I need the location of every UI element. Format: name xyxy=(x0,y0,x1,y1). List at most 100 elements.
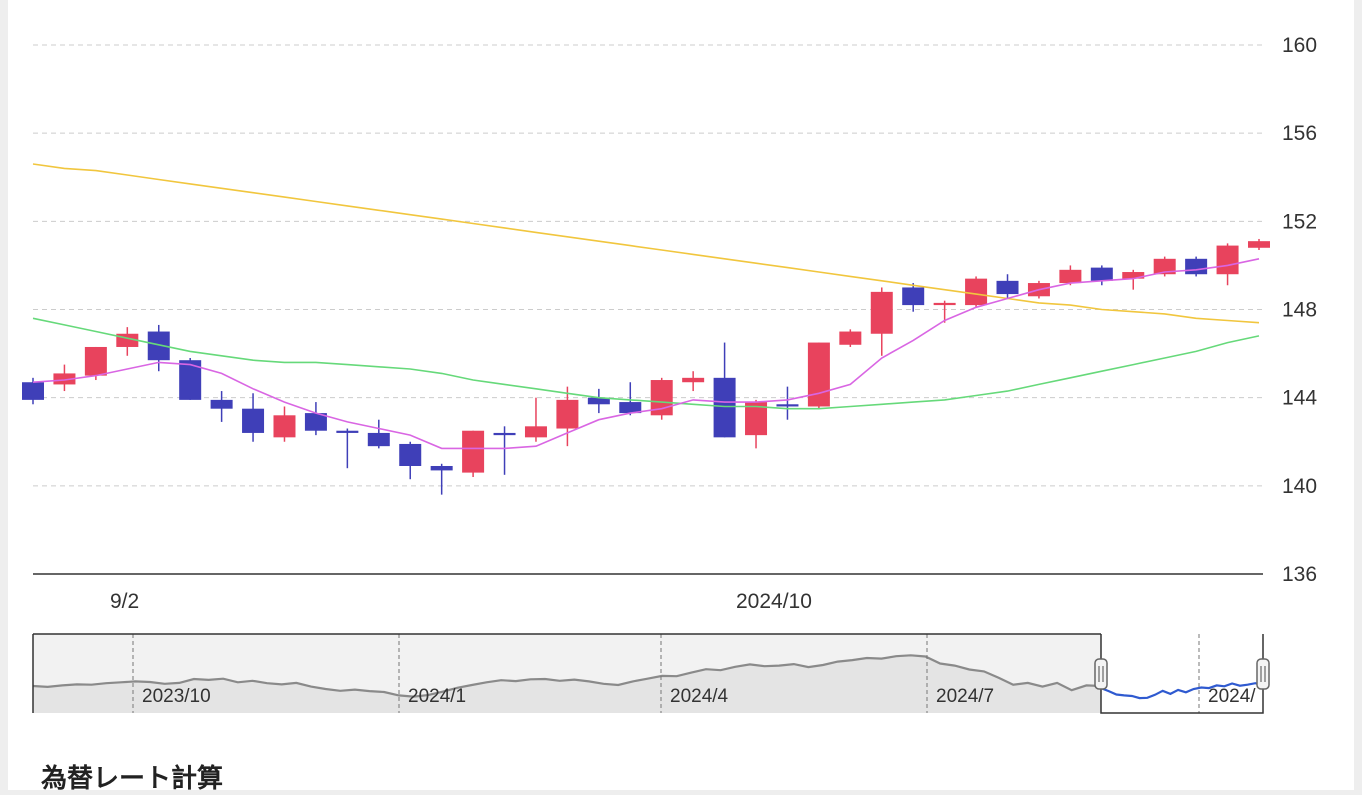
candle xyxy=(1090,265,1113,286)
x-tick-label: 9/2 xyxy=(110,590,139,613)
candle-body xyxy=(462,430,485,473)
navigator-label: 2024/4 xyxy=(670,686,729,707)
candle-body xyxy=(902,287,925,306)
candle-body xyxy=(933,302,956,306)
navigator-label: 2024/7 xyxy=(936,686,994,707)
candle-body xyxy=(996,280,1019,295)
candle xyxy=(933,300,956,323)
candle-body xyxy=(1122,272,1145,279)
navigator-selected-area xyxy=(1101,634,1263,713)
candle xyxy=(713,342,736,438)
moving-average-long xyxy=(32,163,1260,324)
candle-body xyxy=(965,278,988,306)
candle xyxy=(587,388,610,414)
y-axis-labels: 160 156 152 148 144 140 136 xyxy=(1282,34,1317,586)
candle xyxy=(996,274,1019,299)
candle-body xyxy=(304,413,327,431)
candle xyxy=(147,324,170,372)
candle xyxy=(53,364,76,392)
navigator-area xyxy=(33,655,1101,713)
candle xyxy=(430,463,453,495)
candle xyxy=(965,276,988,308)
candle-body xyxy=(84,346,107,376)
candle xyxy=(273,406,296,442)
candle xyxy=(682,371,705,392)
candle-body xyxy=(53,373,76,385)
section-title: 為替レート計算 xyxy=(41,764,224,794)
candle-body xyxy=(556,399,579,429)
y-tick-label: 160 xyxy=(1282,34,1317,57)
candlestick-chart[interactable]: 160 156 152 148 144 140 136 9/2 2024/10 2023/10… xyxy=(8,0,1354,750)
candle xyxy=(870,287,893,356)
candle-body xyxy=(1059,269,1082,284)
navigator-selected-line xyxy=(1100,682,1264,700)
candle-body xyxy=(1216,245,1239,275)
candle xyxy=(619,382,642,416)
handle-grip xyxy=(1256,658,1270,690)
candle-body xyxy=(870,291,893,334)
chart-card: 160 156 152 148 144 140 136 9/2 2024/10 2023/10… xyxy=(8,0,1354,794)
candle xyxy=(493,426,516,475)
candle-body xyxy=(682,377,705,383)
candle-body xyxy=(587,397,610,405)
y-tick-label: 144 xyxy=(1282,387,1317,410)
candle-body xyxy=(1248,241,1270,248)
y-tick-label: 136 xyxy=(1282,563,1317,586)
candle xyxy=(336,428,359,469)
candle xyxy=(242,393,265,442)
candle xyxy=(1122,269,1145,290)
candle-body xyxy=(399,443,422,466)
moving-average-short xyxy=(32,258,1260,450)
y-tick-label: 140 xyxy=(1282,475,1317,498)
moving-average-mid xyxy=(32,317,1260,410)
candle xyxy=(462,430,485,478)
candle-body xyxy=(524,426,547,438)
x-tick-label: 2024/10 xyxy=(736,590,812,613)
candle-body xyxy=(367,432,390,447)
navigator-label: 2024/ xyxy=(1208,686,1256,707)
navigator-right-handle[interactable] xyxy=(1256,658,1270,690)
candle xyxy=(556,386,579,447)
candle xyxy=(304,402,327,436)
navigator-left-handle[interactable] xyxy=(1094,658,1108,690)
candle-body xyxy=(336,430,359,433)
candle xyxy=(524,397,547,442)
candle-body xyxy=(1185,258,1208,275)
grid-layer xyxy=(33,44,1263,575)
candle xyxy=(902,283,925,312)
candle-body xyxy=(1090,267,1113,281)
candle-body xyxy=(839,331,862,345)
candle xyxy=(807,342,830,409)
range-navigator[interactable]: 2023/10 2024/1 2024/4 2024/7 2024/ xyxy=(32,633,1270,714)
y-tick-label: 152 xyxy=(1282,210,1317,233)
candle-body xyxy=(807,342,830,407)
candle-body xyxy=(1153,258,1176,275)
candle-body xyxy=(179,360,202,400)
candle-body xyxy=(745,402,768,436)
candle-body xyxy=(493,432,516,436)
candle xyxy=(1153,256,1176,277)
handle-grip xyxy=(1094,658,1108,690)
candle xyxy=(210,391,233,422)
candle xyxy=(1248,238,1270,250)
x-axis-labels: 9/2 2024/10 xyxy=(110,590,812,613)
y-tick-label: 148 xyxy=(1282,299,1317,322)
candle-body xyxy=(430,465,453,471)
candle xyxy=(1216,243,1239,286)
candle xyxy=(84,346,107,381)
candles-layer xyxy=(22,238,1270,495)
navigator-label: 2023/10 xyxy=(142,686,211,707)
candle xyxy=(116,327,139,356)
candle-body xyxy=(242,408,265,433)
moving-average-layer xyxy=(32,163,1260,450)
candle-body xyxy=(776,404,799,407)
candle-body xyxy=(713,377,736,438)
candle xyxy=(745,399,768,449)
candle xyxy=(839,329,862,347)
candle xyxy=(1059,265,1082,286)
candle xyxy=(776,386,799,420)
candle xyxy=(650,377,673,420)
candle xyxy=(367,419,390,449)
candle xyxy=(399,441,422,480)
candle-body xyxy=(147,331,170,361)
